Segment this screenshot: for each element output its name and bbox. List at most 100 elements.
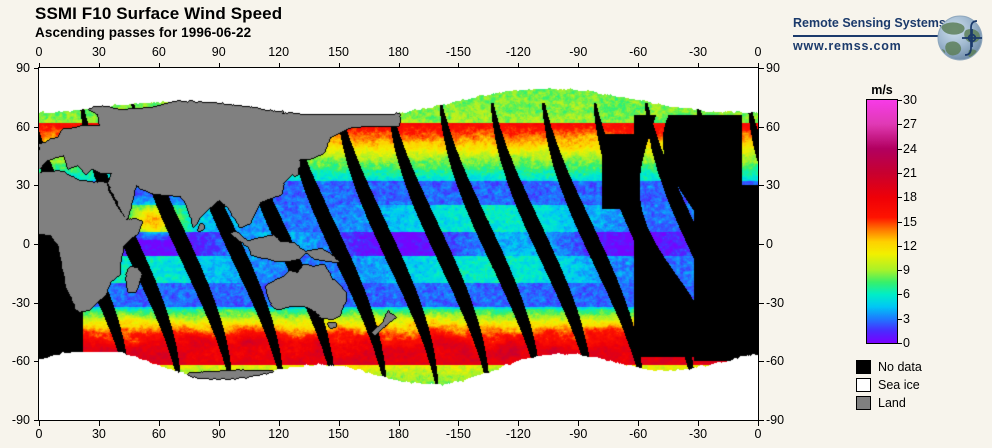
y-tick-left xyxy=(34,420,39,421)
colorbar-tick-label: 18 xyxy=(903,190,917,205)
y-tick-label-right: 0 xyxy=(766,237,773,251)
colorbar-tick-label: 3 xyxy=(903,311,910,326)
logo-website: www.remss.com xyxy=(793,39,902,53)
x-tick-label-top: 120 xyxy=(268,45,290,59)
colorbar-tick-label: 27 xyxy=(903,117,917,132)
y-tick-label-left: 0 xyxy=(23,237,30,251)
colorbar-tick xyxy=(897,221,902,223)
colorbar-unit-label: m/s xyxy=(871,83,893,97)
x-tick-label-top: -90 xyxy=(569,45,588,59)
colorbar-tick-label: 12 xyxy=(903,238,917,253)
legend-swatch-sea-ice xyxy=(856,377,871,392)
x-tick-bottom xyxy=(458,421,460,426)
x-tick-label-top: 150 xyxy=(328,45,350,59)
colorbar-tick xyxy=(897,294,902,296)
x-tick-label-bottom: -120 xyxy=(505,427,531,441)
x-tick-label-bottom: 180 xyxy=(388,427,409,441)
y-tick-left xyxy=(34,185,39,187)
x-tick-top xyxy=(698,63,700,68)
y-tick-left xyxy=(34,126,39,128)
x-tick-label-bottom: 30 xyxy=(91,427,106,441)
legend-item-land: Land xyxy=(856,394,986,411)
x-tick-top xyxy=(278,63,280,68)
x-tick-top xyxy=(578,63,580,68)
x-tick-top xyxy=(458,63,460,68)
logo-divider xyxy=(793,35,947,37)
colorbar-tick-label: 6 xyxy=(903,287,910,302)
y-tick-right xyxy=(759,420,764,421)
x-tick-label-top: 180 xyxy=(388,45,409,59)
x-tick-label-bottom: -30 xyxy=(689,427,708,441)
legend-item-sea-ice: Sea ice xyxy=(856,376,986,393)
x-tick-label-top: 90 xyxy=(211,45,226,59)
colorbar-tick xyxy=(897,343,902,344)
colorbar-tick-label: 30 xyxy=(903,93,917,107)
legend-label-sea-ice: Sea ice xyxy=(878,377,920,392)
colorbar-tick-label: 15 xyxy=(903,214,917,229)
x-tick-label-top: -120 xyxy=(505,45,531,59)
y-tick-label-right: -30 xyxy=(766,295,785,310)
x-tick-bottom xyxy=(638,421,640,426)
y-tick-left xyxy=(34,302,39,304)
y-tick-label-right: 30 xyxy=(766,178,780,193)
page-title: SSMI F10 Surface Wind Speed xyxy=(35,4,283,23)
x-tick-label-bottom: 60 xyxy=(151,427,166,441)
colorbar-tick xyxy=(897,172,902,174)
globe-icon xyxy=(937,15,983,61)
y-tick-right xyxy=(759,126,764,128)
y-tick-right xyxy=(759,68,764,69)
y-tick-label-right: 60 xyxy=(766,119,780,134)
x-tick-top xyxy=(218,63,220,68)
y-tick-label-left: 30 xyxy=(16,178,30,193)
x-tick-bottom xyxy=(218,421,220,426)
x-tick-top xyxy=(638,63,640,68)
colorbar-tick xyxy=(897,197,902,199)
x-tick-label-top: 30 xyxy=(91,45,106,59)
x-tick-top xyxy=(398,63,400,68)
colorbar-tick-label: 9 xyxy=(903,263,910,278)
x-tick-label-top: 0 xyxy=(754,45,762,59)
x-tick-label-bottom: 150 xyxy=(328,427,350,441)
y-tick-right xyxy=(759,244,764,245)
colorbar-tick-label: 0 xyxy=(903,336,910,350)
wind-speed-map[interactable] xyxy=(38,67,759,421)
x-tick-bottom xyxy=(338,421,340,426)
x-tick-top xyxy=(758,63,759,68)
x-tick-bottom xyxy=(698,421,700,426)
colorbar-tick xyxy=(897,245,902,247)
x-tick-top xyxy=(39,63,40,68)
y-tick-label-left: 60 xyxy=(16,119,30,134)
y-tick-left xyxy=(34,68,39,69)
map-canvas[interactable] xyxy=(39,68,758,420)
y-tick-label-left: -60 xyxy=(11,354,30,369)
legend-item-no-data: No data xyxy=(856,358,986,375)
x-tick-label-top: -30 xyxy=(689,45,708,59)
x-tick-label-bottom: -150 xyxy=(445,427,471,441)
colorbar xyxy=(866,99,898,344)
colorbar-tick xyxy=(897,100,902,101)
x-tick-bottom xyxy=(278,421,280,426)
x-tick-bottom xyxy=(398,421,400,426)
x-tick-top xyxy=(158,63,160,68)
y-tick-label-left: -90 xyxy=(11,413,30,427)
colorbar-tick xyxy=(897,270,902,272)
x-tick-label-bottom: 90 xyxy=(211,427,226,441)
y-tick-label-right: 90 xyxy=(766,61,780,75)
x-tick-label-bottom: 0 xyxy=(35,427,43,441)
y-tick-label-left: 90 xyxy=(16,61,30,75)
x-tick-label-top: 0 xyxy=(35,45,43,59)
y-tick-label-right: -90 xyxy=(766,413,785,427)
legend-swatch-land xyxy=(856,395,871,410)
x-tick-bottom xyxy=(578,421,580,426)
colorbar-canvas xyxy=(867,100,897,343)
colorbar-tick-label: 21 xyxy=(903,165,917,180)
colorbar-tick xyxy=(897,148,902,150)
x-tick-label-bottom: 120 xyxy=(268,427,290,441)
y-tick-left xyxy=(34,244,39,245)
x-tick-top xyxy=(518,63,520,68)
legend-label-no-data: No data xyxy=(878,359,922,374)
y-tick-right xyxy=(759,185,764,187)
map-legend: No data Sea ice Land xyxy=(856,358,986,412)
x-tick-bottom xyxy=(158,421,160,426)
